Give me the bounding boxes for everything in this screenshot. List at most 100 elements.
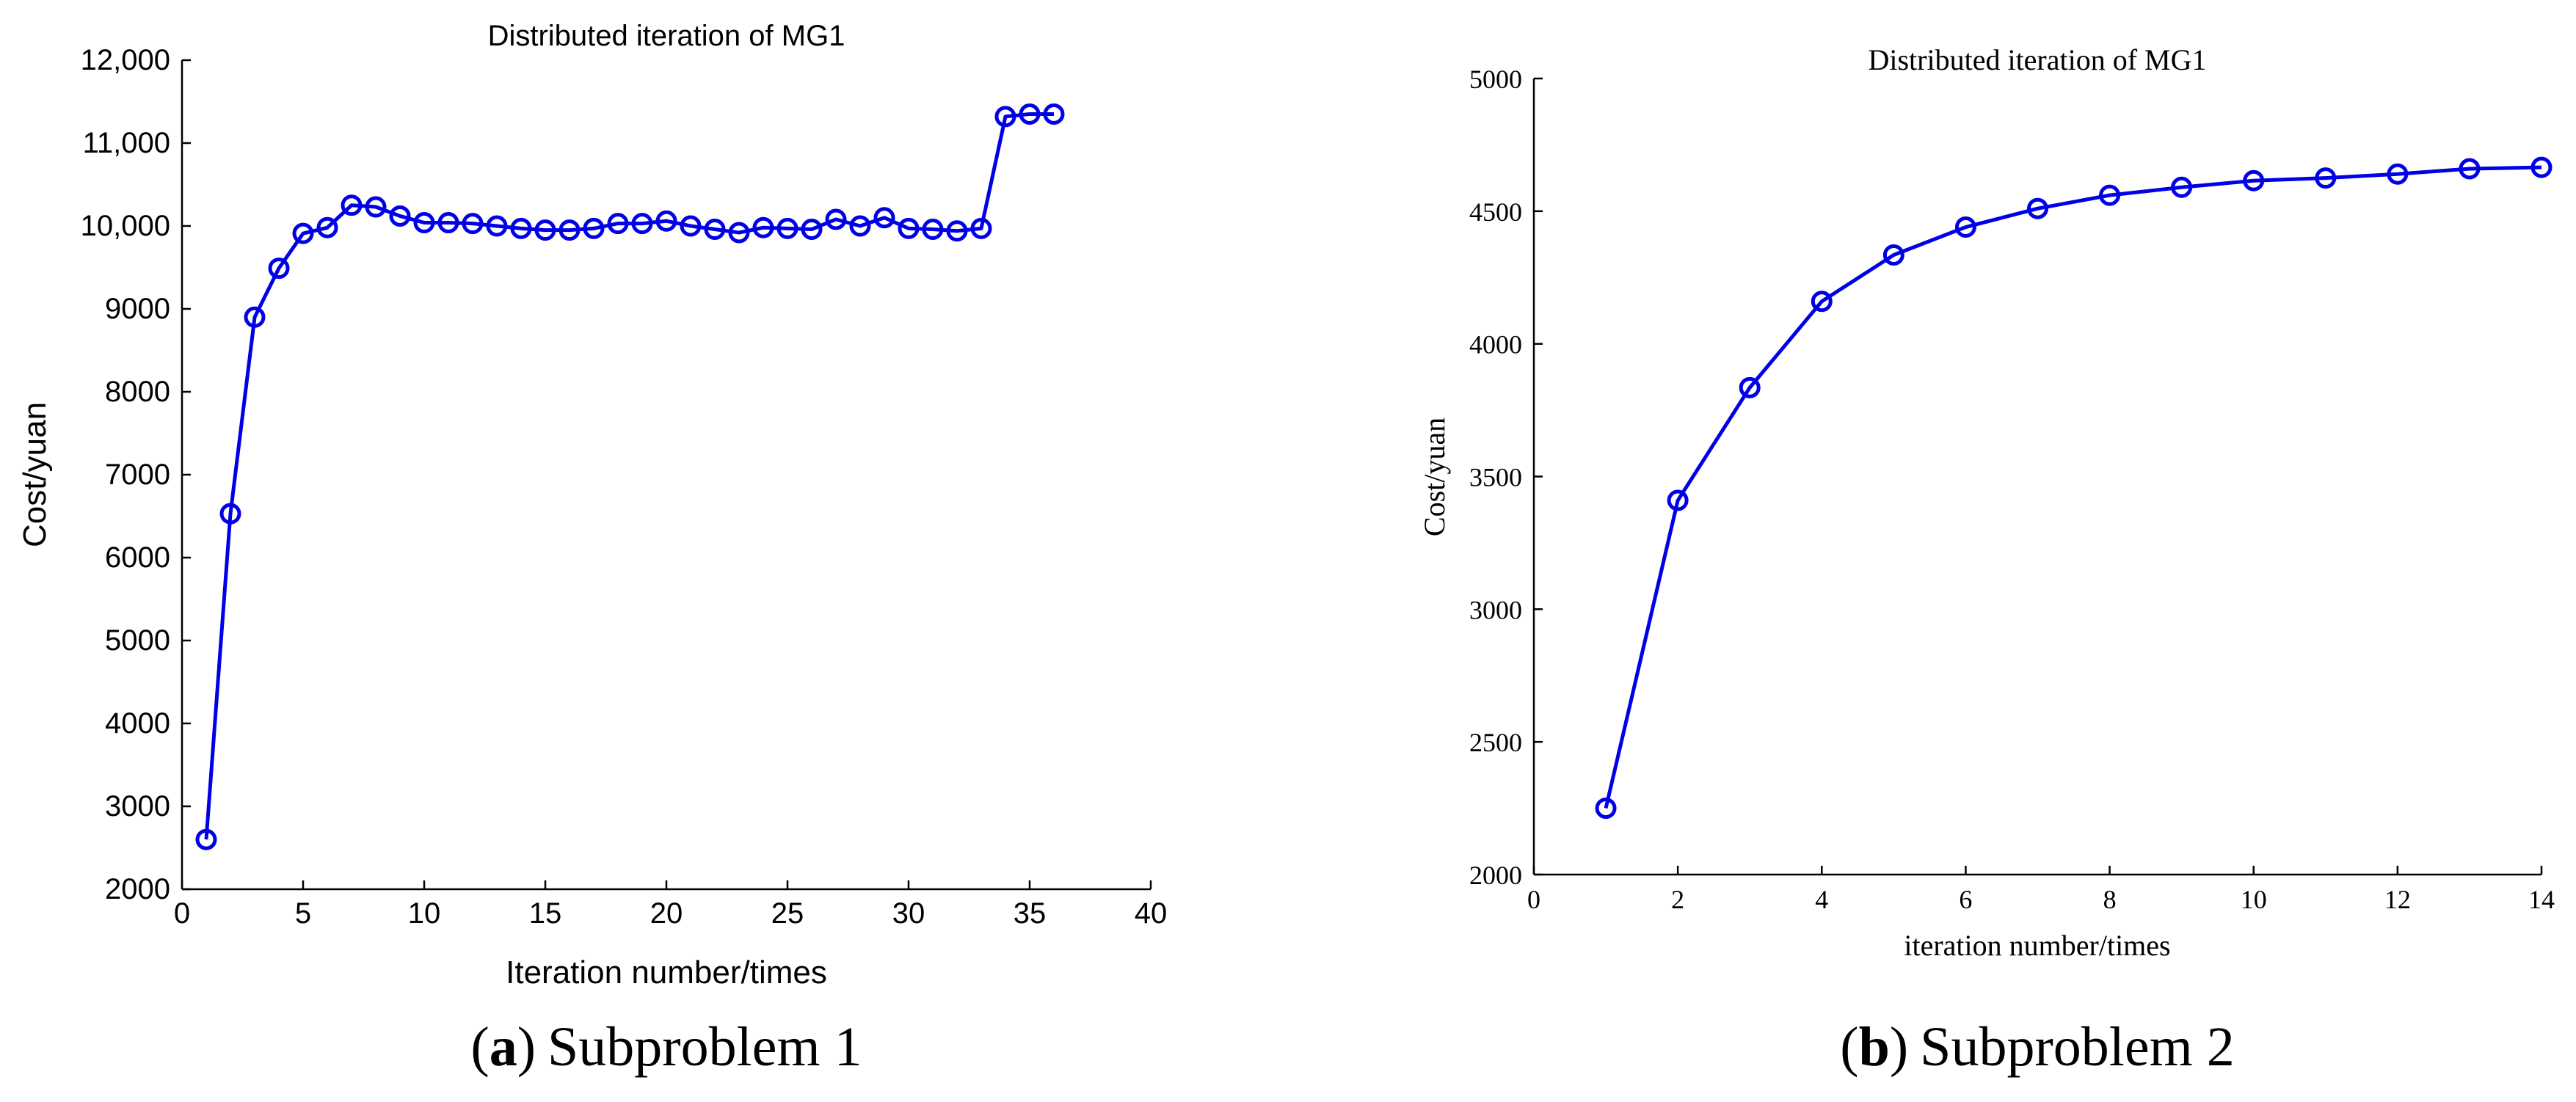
chart-a-xtick-label: 40 (1135, 897, 1168, 930)
caption-b-text: Subproblem 2 (1920, 1016, 2235, 1078)
chart-a-data-point (341, 194, 363, 216)
chart-a-series-line (204, 112, 1054, 840)
chart-a-data-point (898, 217, 920, 239)
chart-b-data-point (2459, 158, 2481, 180)
chart-b-ylabel: Cost/yuan (1418, 417, 1451, 536)
chart-b-xtick-label: 4 (1815, 885, 1828, 914)
chart-a-ytick-label: 5000 (105, 624, 170, 657)
chart-a-data-point (534, 219, 556, 241)
chart-a-ytick-label: 4000 (105, 707, 170, 740)
chart-a-ytick-label: 2000 (105, 873, 170, 905)
chart-a-data-point (316, 216, 338, 238)
chart-a-data-point (873, 207, 895, 229)
chart-a-points (195, 103, 1065, 850)
chart-a-ytick-label: 9000 (105, 293, 170, 325)
chart-b-xtick-label: 8 (2103, 885, 2117, 914)
chart-a-data-point (195, 828, 217, 850)
chart-a-ytick-label: 11,000 (83, 127, 170, 159)
chart-a-data-point (413, 211, 435, 233)
chart-a-data-point (244, 306, 266, 328)
chart-a-data-point (631, 213, 653, 235)
chart-b-data-point (2315, 167, 2337, 189)
chart-a-xlabel: Iteration number/times (506, 955, 827, 990)
chart-b-xtick-label: 0 (1527, 885, 1540, 914)
chart-a-xtick-label: 5 (295, 897, 311, 930)
chart-a-xtick-label: 20 (650, 897, 683, 930)
caption-b-open: ( (1840, 1016, 1858, 1078)
chart-a-data-point (946, 220, 968, 242)
chart-a-xtick-label: 25 (771, 897, 804, 930)
chart-a-data-point (389, 205, 411, 227)
chart-a-data-point (365, 196, 387, 218)
chart-b: 0 2 4 6 8 10 12 142000250030003500400045005000 … (1418, 43, 2555, 962)
chart-b-data-point (2027, 197, 2048, 219)
chart-a-data-point (219, 503, 241, 525)
chart-a-data-point (680, 215, 702, 237)
chart-a-data-point (752, 216, 774, 238)
chart-a-ytick-label: 7000 (105, 459, 170, 491)
caption-a: (a) Subproblem 1 (470, 1016, 862, 1078)
chart-a-ytick-label: 8000 (105, 376, 170, 408)
chart-b-ytick-label: 2000 (1469, 861, 1522, 890)
chart-a-ytick-label: 3000 (105, 790, 170, 822)
chart-a-data-point (994, 106, 1016, 128)
caption-a-letter: a (490, 1016, 517, 1078)
chart-b-ticks: 0 2 4 6 8 10 12 14 2000 2500 3000 3500 4000 4500 5000 (1469, 65, 2555, 914)
chart-a-data-point (922, 219, 944, 241)
chart-a-data-point (970, 217, 992, 239)
chart-b-ytick-label: 3000 (1469, 595, 1522, 624)
chart-b-data-point (1954, 216, 1976, 238)
caption-a-text: Subproblem 1 (547, 1016, 862, 1078)
chart-a-data-point (728, 222, 750, 244)
chart-a-data-point (655, 210, 677, 232)
chart-b-points (1595, 156, 2553, 820)
chart-b-ytick-label: 4000 (1469, 330, 1522, 360)
chart-a-data-point (607, 213, 629, 235)
chart-b-ytick-label: 4500 (1469, 197, 1522, 227)
chart-b-xtick-label: 12 (2384, 885, 2411, 914)
chart-b-data-point (2099, 184, 2121, 206)
chart-a-data-point (559, 219, 581, 241)
chart-a-ylabel: Cost/yuan (17, 402, 53, 547)
chart-b-xtick-label: 14 (2528, 885, 2555, 914)
chart-a-data-point (704, 219, 726, 241)
chart-b-data-point (1595, 798, 1617, 820)
chart-a-title: Distributed iteration of MG1 (488, 20, 845, 52)
chart-a-ytick-label: 10,000 (81, 210, 170, 242)
chart-a-data-point (583, 217, 605, 239)
chart-a-data-point (486, 215, 508, 237)
chart-b-xtick-label: 10 (2241, 885, 2267, 914)
chart-b-ytick-label: 5000 (1469, 65, 1522, 94)
chart-a-data-point (801, 219, 823, 241)
chart-b-ytick-label: 3500 (1469, 463, 1522, 492)
chart-b-data-point (2530, 156, 2553, 178)
caption-b: (b) Subproblem 2 (1840, 1016, 2234, 1078)
chart-b-data-point (2171, 176, 2193, 198)
caption-a-close: ) (517, 1016, 536, 1078)
chart-a-data-point (268, 258, 290, 280)
chart-a-ytick-label: 12,000 (81, 44, 170, 76)
chart-a-data-point (776, 217, 798, 239)
chart-a: 0 5 10 15 20 25 30 35 40 2000 3000 4000 5000 6000 7000… (17, 20, 1167, 990)
caption-b-close: ) (1890, 1016, 1908, 1078)
chart-b-data-point (2387, 163, 2409, 185)
chart-a-data-point (510, 217, 532, 239)
chart-a-ytick-label: 6000 (105, 541, 170, 574)
chart-a-xtick-label: 0 (174, 897, 190, 930)
chart-b-ytick-label: 2500 (1469, 728, 1522, 757)
caption-b-letter: b (1859, 1016, 1890, 1078)
chart-a-data-point (462, 213, 484, 235)
chart-b-data-point (1811, 291, 1833, 313)
caption-a-open: ( (470, 1016, 489, 1078)
chart-b-data-point (1667, 489, 1689, 511)
chart-b-xlabel: iteration number/times (1904, 929, 2170, 962)
chart-a-xtick-label: 15 (529, 897, 562, 930)
chart-b-series-line (1604, 165, 2542, 809)
chart-a-data-point (825, 208, 847, 230)
chart-b-data-point (1739, 376, 1761, 398)
chart-b-data-point (1882, 244, 1904, 266)
chart-a-data-point (1043, 103, 1065, 125)
chart-a-xtick-label: 30 (892, 897, 925, 930)
chart-b-xtick-label: 6 (1959, 885, 1972, 914)
